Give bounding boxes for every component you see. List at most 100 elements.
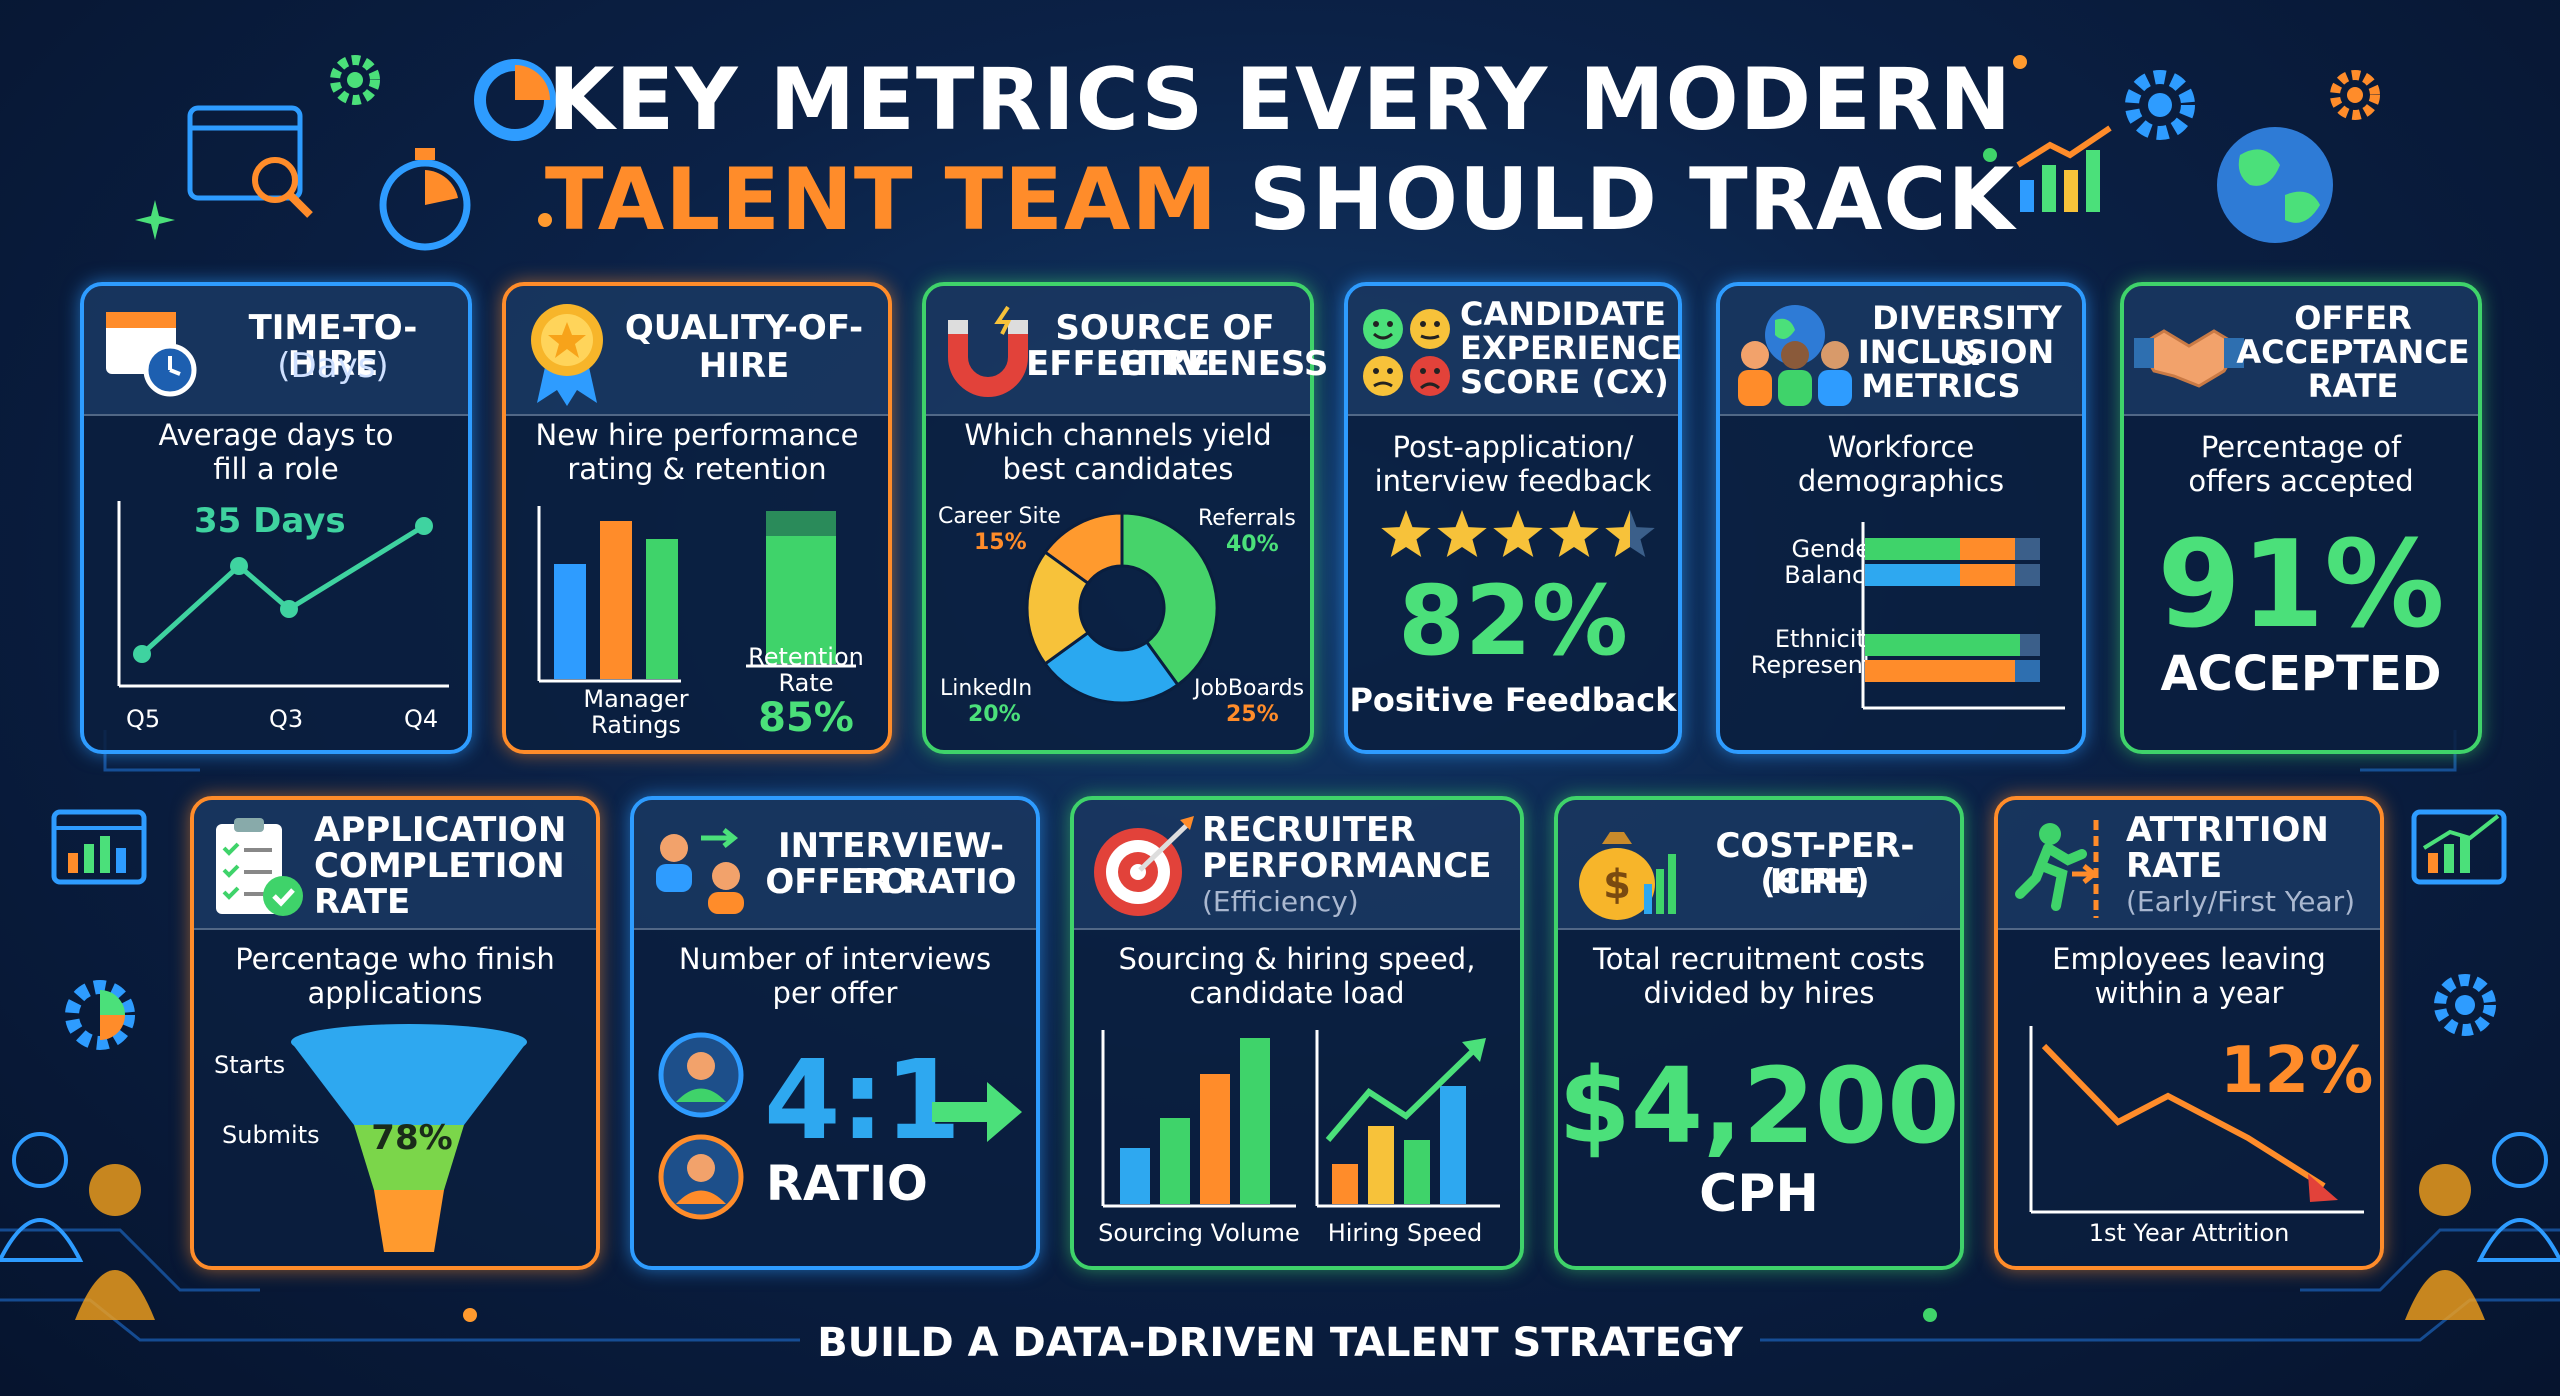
chart-label: 1st Year Attrition	[2088, 1219, 2290, 1247]
card-description-2: demographics	[1797, 464, 2005, 498]
card-description: Percentage who finish	[235, 942, 555, 976]
sparkle-icon	[135, 200, 175, 240]
card-description: New hire performance	[535, 418, 859, 452]
card-quality-of-hire: QUALITY-OF- HIRE New hire performance ra…	[502, 282, 892, 754]
card-description-2: divided by hires	[1643, 976, 1875, 1010]
card-offer-acceptance: OFFER ACCEPTANCE RATE Percentage of offe…	[2120, 282, 2482, 754]
card-description: Post-application/	[1392, 430, 1634, 464]
running-exit-icon	[2015, 820, 2099, 918]
people-transfer-icon	[656, 828, 744, 914]
card-recruiter-performance: RECRUITER PERFORMANCE (Efficiency) Sourc…	[1070, 796, 1524, 1270]
score-label: Positive Feedback	[1349, 681, 1677, 719]
browser-search-icon	[187, 105, 313, 218]
card-time-to-hire: TIME-TO-HIRE (Days) Average days to fill…	[80, 282, 472, 754]
candidate-avatar-icon	[658, 1134, 744, 1220]
arrow-right-icon	[932, 1082, 1022, 1142]
title-line-2: TALENT TEAM SHOULD TRACK	[0, 150, 2560, 250]
card-description: Employees leaving	[2052, 942, 2326, 976]
card-title: DIVERSITY &	[1872, 299, 2062, 373]
title-highlight: TALENT TEAM	[544, 150, 1219, 250]
slice-value: 25%	[1226, 702, 1279, 727]
card-header	[1348, 286, 1678, 416]
emoji-faces-icon	[1363, 309, 1450, 396]
bar	[554, 564, 586, 679]
card-diversity-inclusion: DIVERSITY & INCLUSION METRICS Workforce …	[1716, 282, 2086, 754]
card-title-2: ACCEPTANCE	[2236, 333, 2470, 371]
card-title-3: (Efficiency)	[1202, 885, 1359, 918]
card-title-2: COMPLETION	[314, 846, 565, 886]
pie-chart-icon	[474, 59, 556, 141]
card-description-2: candidate load	[1189, 976, 1405, 1010]
card-title-3: METRICS	[1861, 367, 2021, 405]
target-icon	[1094, 816, 1194, 916]
star-icon	[1437, 510, 1487, 558]
card-description-2: applications	[307, 976, 483, 1010]
card-title: COST-PER-HIRE	[1715, 826, 1915, 902]
card-title-3: RATE	[2307, 367, 2399, 405]
chart-label: Sourcing Volume	[1098, 1219, 1300, 1247]
stacked-bar-chart	[1861, 522, 2065, 710]
card-application-completion: APPLICATION COMPLETION RATE Percentage w…	[190, 796, 600, 1270]
card-title-3: SCORE (CX)	[1460, 363, 1669, 401]
card-description-2: offers accepted	[2188, 464, 2414, 498]
card-description-2: best candidates	[1002, 452, 1234, 486]
card-title-2: EXPERIENCE	[1460, 329, 1683, 367]
slice-label: Referrals	[1198, 506, 1296, 531]
funnel-chart	[291, 1024, 527, 1252]
score-value: 82%	[1398, 565, 1628, 677]
slice-value: 20%	[968, 702, 1021, 727]
card-title: QUALITY-OF-	[624, 308, 864, 348]
card-candidate-experience: CANDIDATE EXPERIENCE SCORE (CX) Post-app…	[1344, 282, 1682, 754]
card-header	[1998, 800, 2380, 930]
card-interview-offer: INTERVIEW-TO- OFFER RATIO Number of inte…	[630, 796, 1040, 1270]
card-attrition: ATTRITION RATE (Early/First Year) Employ…	[1994, 796, 2384, 1270]
attrition-line-chart	[2029, 1026, 2364, 1214]
people-globe-icon	[1738, 305, 1852, 406]
card-description: Total recruitment costs	[1592, 942, 1926, 976]
svg-text:$: $	[1603, 862, 1631, 908]
card-title: RECRUITER	[1202, 810, 1416, 850]
retention-label: Retention	[748, 643, 864, 671]
funnel-stage-label: Starts	[214, 1051, 286, 1079]
card-description-2: fill a role	[213, 452, 339, 486]
star-icon	[1381, 510, 1431, 558]
star-rating	[1381, 510, 1655, 558]
completion-value: 78%	[371, 1118, 453, 1158]
acceptance-value: 91%	[2157, 516, 2445, 655]
gear-icon	[65, 980, 135, 1050]
chart-label: Hiring Speed	[1327, 1219, 1483, 1247]
card-description-2: within a year	[2094, 976, 2284, 1010]
card-description: Sourcing & hiring speed,	[1118, 942, 1476, 976]
magnet-icon	[948, 305, 1028, 397]
stopwatch-icon	[379, 148, 471, 251]
star-icon	[1493, 510, 1543, 558]
card-title: APPLICATION	[314, 810, 567, 850]
donut-chart	[1025, 511, 1219, 705]
retention-bar	[766, 536, 836, 664]
donut-slice	[1120, 511, 1219, 687]
card-description: Percentage of	[2200, 430, 2402, 464]
award-medal-icon	[531, 304, 603, 406]
card-description-2: rating & retention	[567, 452, 827, 486]
row-label: Represent.	[1750, 651, 1880, 679]
line-chart	[117, 501, 449, 688]
card-title-2: HIRE	[698, 346, 790, 386]
slice-label: JobBoards	[1194, 676, 1305, 701]
star-icon	[1605, 510, 1655, 558]
card-title: OFFER	[2294, 299, 2412, 337]
funnel-stage-label: Submits	[222, 1121, 320, 1149]
page-title: KEY METRICS EVERY MODERN TALENT TEAM SHO…	[0, 50, 2560, 250]
card-title: SOURCE OF HIRE	[1055, 308, 1275, 384]
bar	[600, 521, 632, 679]
checklist-icon	[216, 818, 303, 916]
card-title-2: PERFORMANCE	[1202, 846, 1492, 886]
cost-label: CPH	[1699, 1164, 1819, 1224]
person-silhouette-icon	[2405, 1132, 2560, 1320]
card-header	[634, 800, 1036, 930]
card-title-2: OFFER RATIO	[765, 862, 1017, 902]
handshake-icon	[2134, 329, 2244, 388]
card-title: TIME-TO-HIRE	[248, 308, 418, 384]
card-cost-per-hire: $ COST-PER-HIRE (CPH) Total recruitment …	[1554, 796, 1964, 1270]
card-title-2: INCLUSION	[1857, 333, 2055, 371]
title-rest: SHOULD TRACK	[1248, 150, 2016, 250]
